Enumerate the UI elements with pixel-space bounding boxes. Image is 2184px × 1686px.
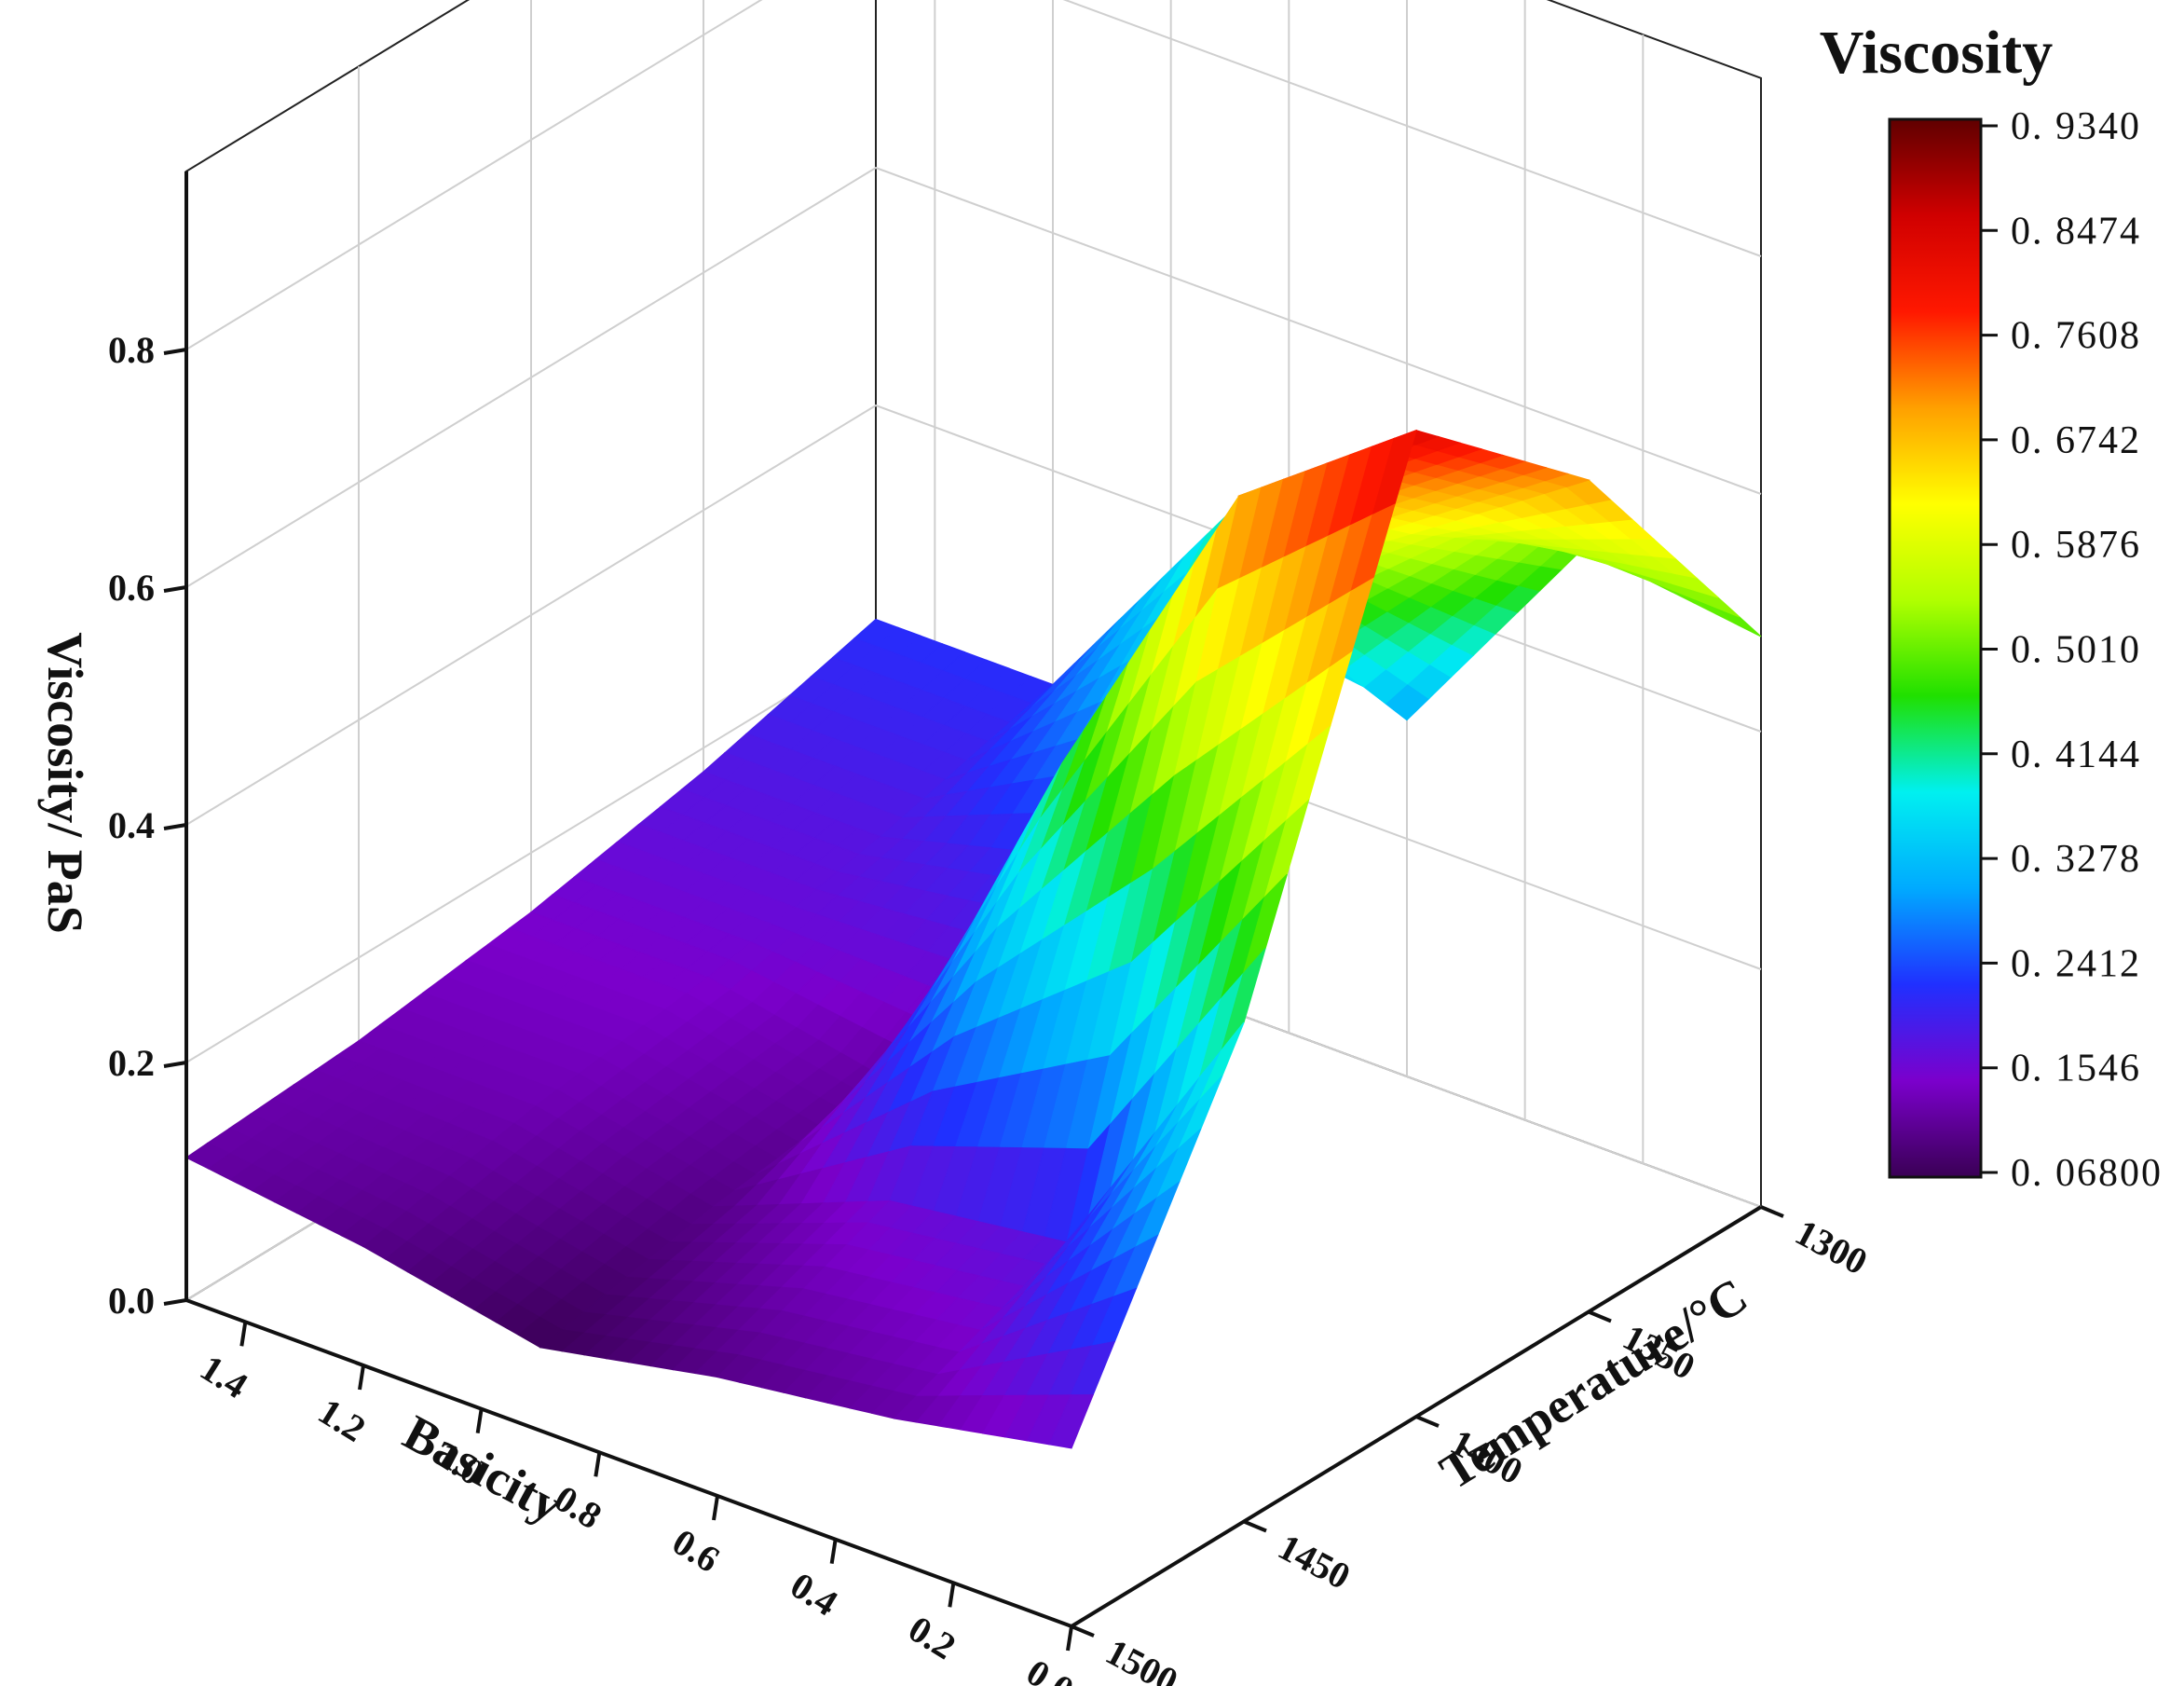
z-tick bbox=[163, 1298, 187, 1306]
x-tick bbox=[712, 1495, 719, 1521]
colorbar-tick-label: 0. 5010 bbox=[2011, 629, 2141, 672]
x-tick bbox=[358, 1364, 365, 1391]
colorbar-tick-label: 0. 8474 bbox=[2011, 210, 2141, 253]
x-tick-label: 0.6 bbox=[665, 1520, 727, 1581]
x-tick-label: 1.2 bbox=[311, 1390, 373, 1450]
colorbar-tick-label: 0. 3278 bbox=[2011, 838, 2141, 881]
colorbar-tick-label: 0. 5876 bbox=[2011, 524, 2141, 567]
z-tick bbox=[163, 348, 187, 355]
x-tick bbox=[948, 1583, 956, 1608]
x-tick bbox=[239, 1322, 248, 1347]
z-tick-label: 0.2 bbox=[108, 1042, 155, 1084]
colorbar-tick-label: 0. 6742 bbox=[2011, 419, 2141, 462]
z-tick bbox=[163, 1061, 187, 1068]
surface-patch bbox=[1716, 607, 1762, 637]
colorbar-tick-label: 0. 9340 bbox=[2011, 105, 2141, 148]
x-tick-label: 1.4 bbox=[193, 1347, 254, 1407]
x-tick-label: 0.2 bbox=[901, 1608, 962, 1668]
z-tick-label: 0.6 bbox=[108, 567, 155, 609]
surface-patch bbox=[1048, 1394, 1094, 1449]
y-axis-label: Temperature/°C bbox=[1430, 1268, 1756, 1501]
x-axis-label: Basicity bbox=[395, 1405, 572, 1534]
viscosity-surface bbox=[184, 429, 1762, 1449]
x-tick bbox=[1066, 1625, 1073, 1652]
z-tick-label: 0.0 bbox=[108, 1280, 155, 1322]
x-tick bbox=[475, 1408, 484, 1433]
y-tick-label: 1450 bbox=[1272, 1526, 1358, 1597]
x-tick-label: 0.4 bbox=[784, 1564, 845, 1624]
colorbar-title: Viscosity bbox=[1820, 19, 2054, 87]
z-gridline bbox=[185, 0, 1762, 350]
x-tick bbox=[594, 1452, 602, 1477]
colorbar-tick-label: 0. 2412 bbox=[2011, 942, 2141, 985]
y-tick bbox=[1760, 1205, 1784, 1218]
z-tick-label: 0.4 bbox=[108, 804, 155, 846]
z-tick bbox=[163, 823, 187, 830]
y-tick bbox=[1071, 1624, 1095, 1638]
z-tick bbox=[163, 585, 187, 593]
z-axis-label: Viscosity/ PaS bbox=[37, 632, 93, 934]
y-tick bbox=[1243, 1519, 1267, 1533]
x-axis-line bbox=[185, 1298, 1072, 1628]
z-tick-label: 0.8 bbox=[108, 329, 155, 371]
colorbar-bar bbox=[1888, 117, 1983, 1179]
colorbar-tick-label: 0. 06800 bbox=[2011, 1152, 2163, 1195]
colorbar-tick-label: 0. 7608 bbox=[2011, 315, 2141, 358]
y-tick bbox=[1588, 1309, 1612, 1323]
y-tick bbox=[1415, 1415, 1440, 1428]
x-tick bbox=[829, 1539, 838, 1564]
colorbar-ticks: 0. 9340 0. 8474 0. 7608 0. 6742 0. 5876 0. 50… bbox=[1981, 105, 2163, 1195]
x-tick-label: 0.0 bbox=[1019, 1651, 1081, 1686]
colorbar-tick-label: 0. 4144 bbox=[2011, 733, 2141, 776]
y-tick-label: 1300 bbox=[1789, 1211, 1875, 1282]
colorbar-tick-label: 0. 1546 bbox=[2011, 1048, 2141, 1090]
z-gridline bbox=[185, 166, 1762, 588]
y-tick-label: 1500 bbox=[1099, 1630, 1185, 1686]
